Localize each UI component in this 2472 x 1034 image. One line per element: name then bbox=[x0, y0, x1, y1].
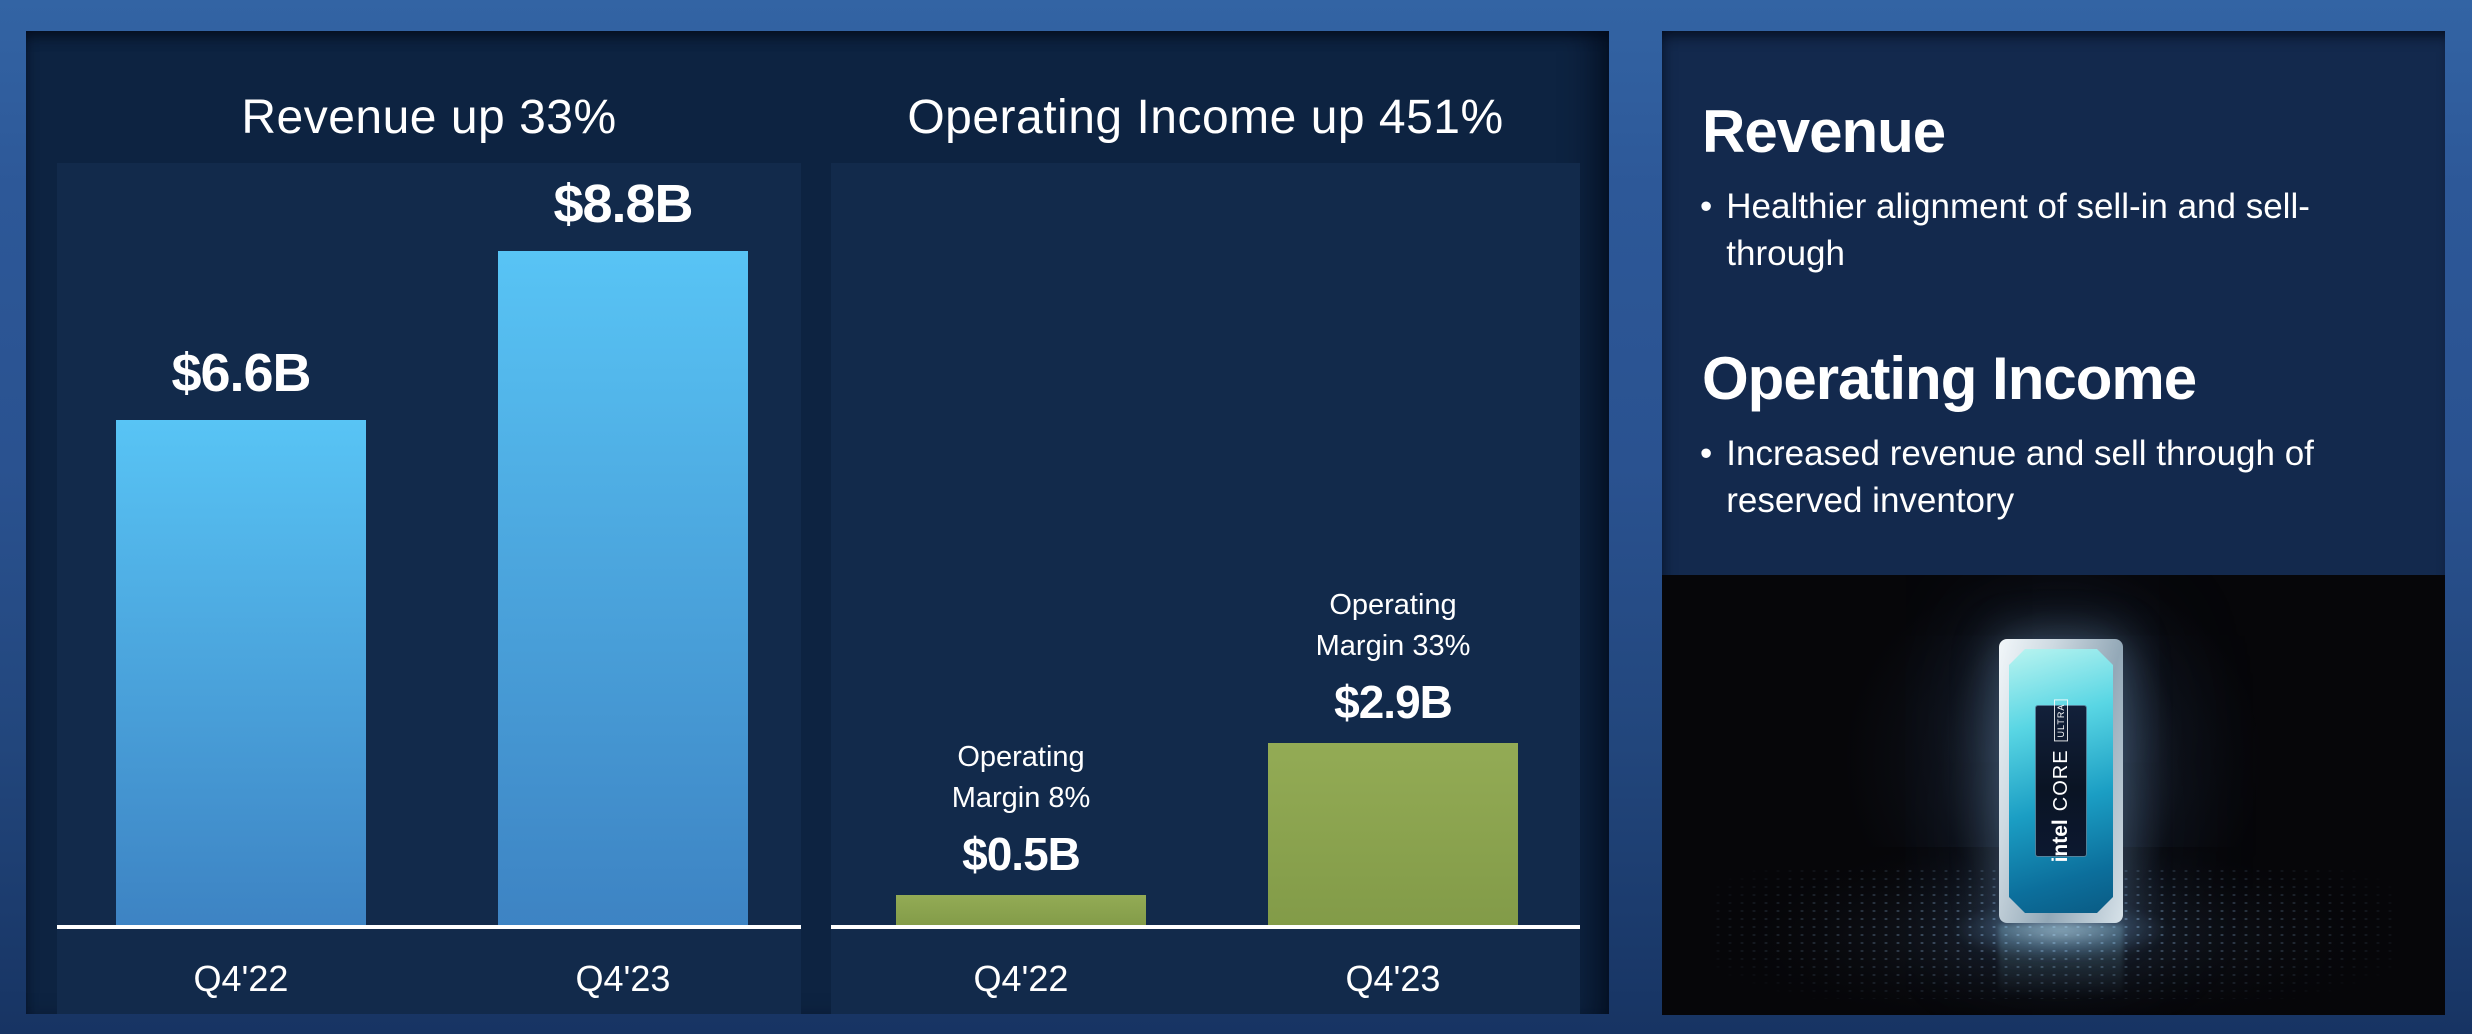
summary-panel: Revenue • Healthier alignment of sell-in… bbox=[1662, 31, 2445, 1015]
chip-label: intel CORE ULTRA bbox=[2035, 699, 2087, 862]
chip-label-text: intel CORE ULTRA bbox=[2049, 699, 2073, 863]
operating-income-bar-Q4'22 bbox=[896, 895, 1146, 927]
revenue-bullet: • Healthier alignment of sell-in and sel… bbox=[1700, 183, 2426, 277]
category-label: Q4'22 bbox=[973, 958, 1069, 999]
operating-income-chart-title: Operating Income up 451% bbox=[907, 91, 1504, 144]
revenue-x-axis-line bbox=[57, 925, 801, 929]
bar-value-label: $2.9B bbox=[1334, 676, 1453, 728]
charts-panel: Revenue up 33% Operating Income up 451% … bbox=[26, 31, 1609, 1014]
core-text: CORE bbox=[2049, 749, 2072, 812]
category-label: Q4'23 bbox=[575, 958, 671, 999]
revenue-bullet-text: Healthier alignment of sell-in and sell-… bbox=[1726, 187, 2310, 273]
operating-income-bullet: • Increased revenue and sell through of … bbox=[1700, 430, 2426, 524]
bar-value-label: $8.8B bbox=[553, 174, 693, 234]
processor-chip: intel CORE ULTRA bbox=[1999, 639, 2123, 923]
operating-income-x-axis-line bbox=[831, 925, 1580, 929]
revenue-chart-plot: $6.6B Q4'22 $8.8B Q4'23 bbox=[57, 163, 801, 1014]
revenue-bar-Q4'23 bbox=[498, 251, 748, 927]
operating-margin-label: Operating Margin 8% bbox=[951, 741, 1091, 814]
category-label: Q4'22 bbox=[193, 958, 289, 999]
bar-value-label: $0.5B bbox=[962, 828, 1081, 880]
operating-income-chart-plot: $0.5B Operating Margin 8% Q4'22 $2.9B Operat… bbox=[831, 163, 1580, 1014]
bar-value-label: $6.6B bbox=[171, 343, 311, 403]
intel-logo-text: intel bbox=[2049, 819, 2072, 863]
chip-reflection bbox=[1999, 925, 2123, 999]
revenue-bar-Q4'22 bbox=[116, 420, 366, 927]
ultra-badge: ULTRA bbox=[2054, 699, 2068, 742]
intel-core-ultra-chip-image: intel CORE ULTRA bbox=[1662, 575, 2445, 1015]
revenue-chart-title: Revenue up 33% bbox=[241, 91, 617, 144]
bullet-dot: • bbox=[1700, 187, 1713, 226]
operating-income-heading: Operating Income bbox=[1702, 345, 2197, 412]
bullet-dot: • bbox=[1700, 434, 1713, 473]
operating-income-bar-Q4'23 bbox=[1268, 743, 1518, 927]
operating-income-bullet-text: Increased revenue and sell through of re… bbox=[1726, 434, 2314, 520]
operating-margin-label: Operating Margin 33% bbox=[1315, 589, 1471, 662]
revenue-heading: Revenue bbox=[1702, 98, 1946, 165]
category-label: Q4'23 bbox=[1345, 958, 1441, 999]
